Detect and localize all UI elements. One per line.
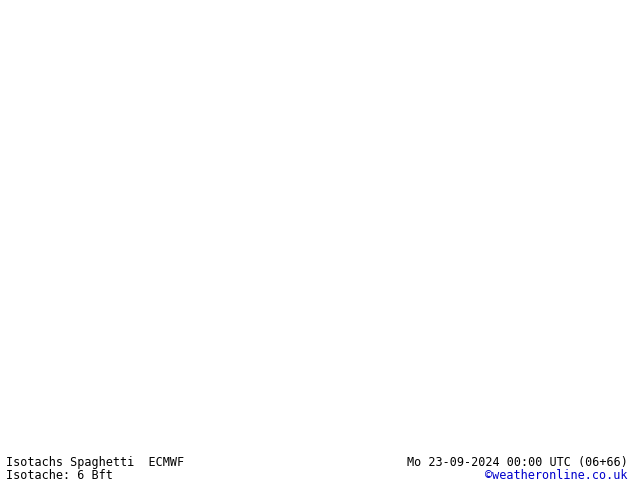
- Text: Mo 23-09-2024 00:00 UTC (06+66): Mo 23-09-2024 00:00 UTC (06+66): [407, 456, 628, 469]
- Text: ©weatheronline.co.uk: ©weatheronline.co.uk: [485, 468, 628, 482]
- Text: Isotache: 6 Bft: Isotache: 6 Bft: [6, 468, 113, 482]
- Text: Isotachs Spaghetti  ECMWF: Isotachs Spaghetti ECMWF: [6, 456, 184, 469]
